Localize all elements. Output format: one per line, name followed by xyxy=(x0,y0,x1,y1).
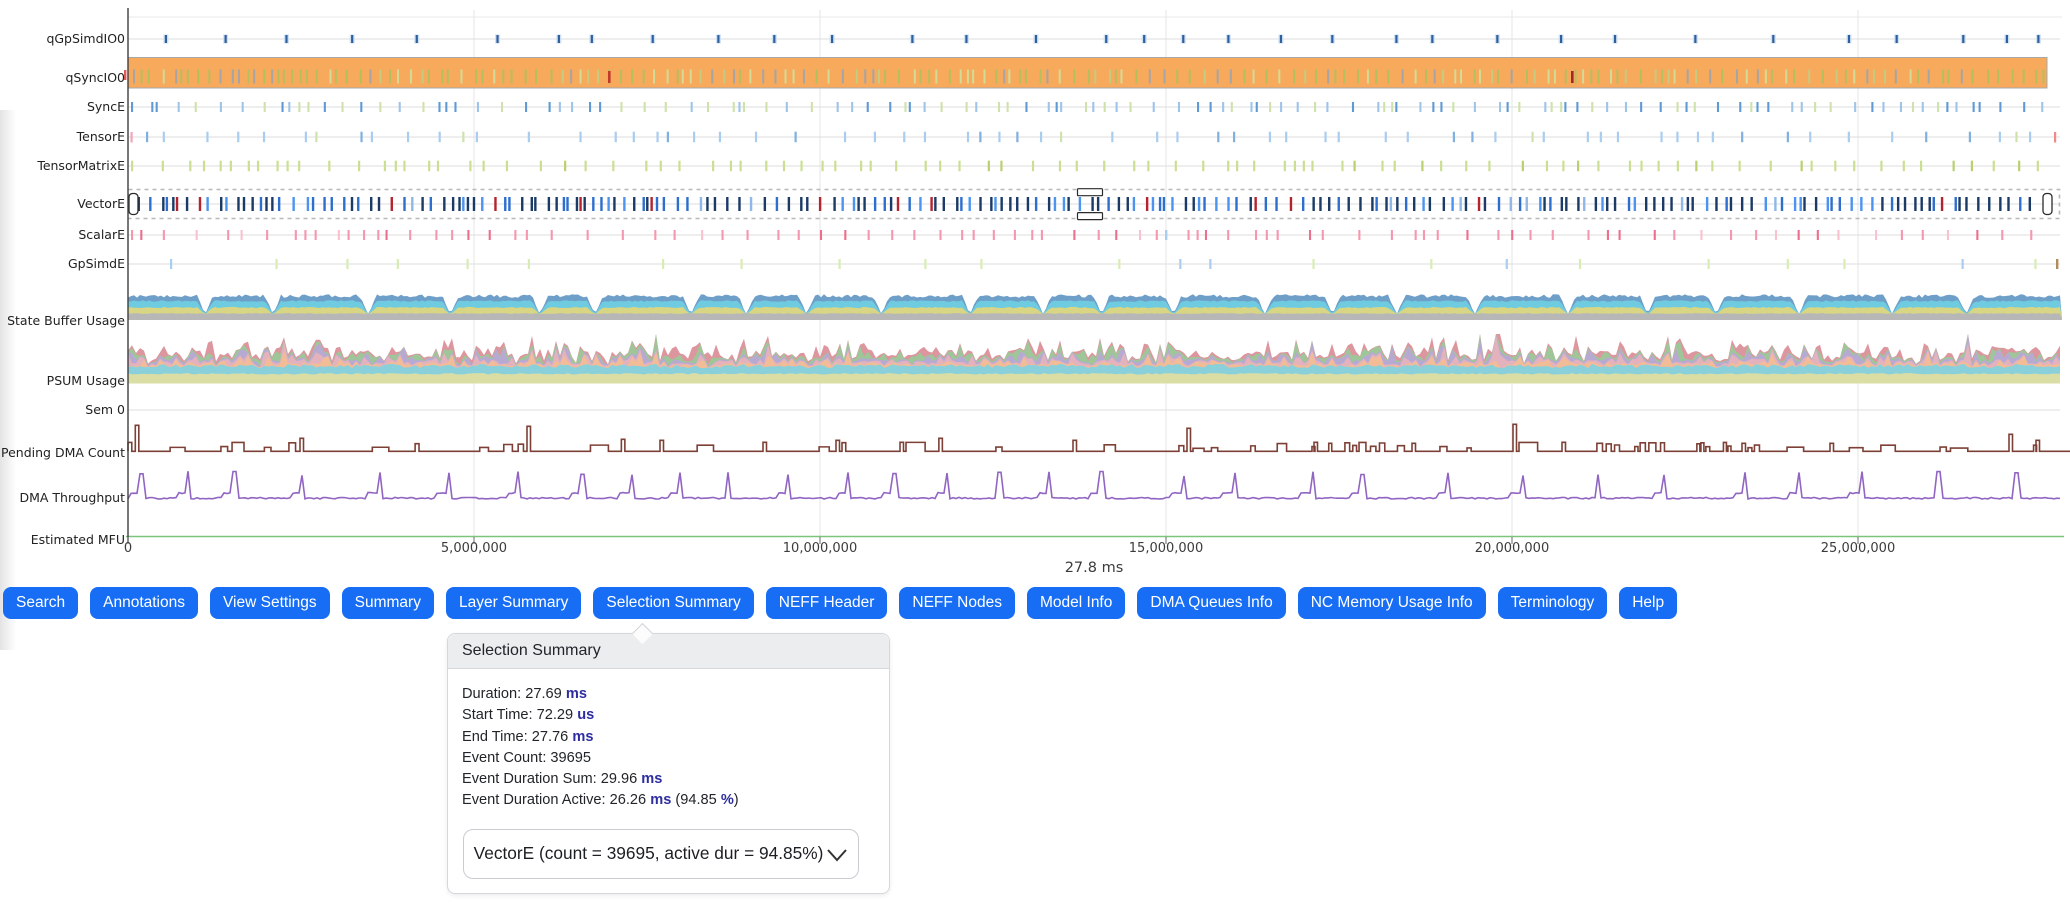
stat-line: Duration: 27.69 ms xyxy=(462,686,587,702)
toolbar-button-dma-queues-info[interactable]: DMA Queues Info xyxy=(1137,587,1286,619)
selection-handles[interactable] xyxy=(128,188,2053,221)
toolbar-button-summary[interactable]: Summary xyxy=(341,587,434,619)
x-axis-tick-label: 25,000,000 xyxy=(1820,541,1896,556)
toolbar-button-model-info[interactable]: Model Info xyxy=(1026,587,1126,619)
timeline-plot[interactable] xyxy=(0,0,2070,585)
row-synce-ticks[interactable] xyxy=(131,102,2044,112)
row-gpsimde-ticks[interactable] xyxy=(170,259,2059,269)
x-axis-tick-label: 15,000,000 xyxy=(1128,541,1204,556)
timeline-chart[interactable]: qGpSimdIO0 qSyncIO0 SyncE TensorE TensorMatr… xyxy=(0,0,2070,585)
row-label-scalare: ScalarE xyxy=(78,227,125,242)
row-qgpsimdio0-ticks[interactable] xyxy=(163,34,2041,44)
row-tensore-ticks[interactable] xyxy=(130,131,2057,143)
x-axis-tick-label: 0 xyxy=(123,541,133,556)
toolbar-button-terminology[interactable]: Terminology xyxy=(1497,587,1608,619)
x-axis-tick-label: 10,000,000 xyxy=(782,541,858,556)
x-axis-tick-label: 20,000,000 xyxy=(1474,541,1550,556)
row-pending-dma-count-line[interactable] xyxy=(127,423,2070,453)
chevron-down-icon xyxy=(827,849,848,862)
toolbar-button-view-settings[interactable]: View Settings xyxy=(210,587,330,619)
row-label-vectore: VectorE xyxy=(77,196,125,211)
row-dma-throughput-line[interactable] xyxy=(127,470,2061,501)
toolbar-button-search[interactable]: Search xyxy=(3,587,79,619)
row-label-state-buffer-usage: State Buffer Usage xyxy=(7,313,125,328)
toolbar-button-neff-header[interactable]: NEFF Header xyxy=(765,587,888,619)
row-label-gpsimde: GpSimdE xyxy=(67,256,125,271)
selection-stats: Duration: 27.69 ms Start Time: 72.29 us En… xyxy=(462,684,875,812)
row-scalare-ticks[interactable] xyxy=(131,230,2033,240)
row-label-estimated-mfu: Estimated MFU xyxy=(30,532,125,547)
toolbar-button-selection-summary[interactable]: Selection Summary xyxy=(593,587,754,619)
row-label-pending-dma-count: Pending DMA Count xyxy=(1,445,125,460)
visible-duration-label: 27.8 ms xyxy=(1064,560,1124,576)
panel-body: Duration: 27.69 ms Start Time: 72.29 us En… xyxy=(448,669,889,893)
stat-line: Event Duration Sum: 29.96 ms xyxy=(462,771,663,788)
row-tensormatrixe-ticks[interactable] xyxy=(131,160,2039,172)
stat-line: Event Count: 39695 xyxy=(462,749,592,766)
stat-line: Event Duration Active: 26.26 ms (94.85 %… xyxy=(462,792,739,809)
stat-line: End Time: 27.76 ms xyxy=(462,728,594,745)
toolbar: Search Annotations View Settings Summary Lay… xyxy=(3,587,1678,619)
toolbar-button-nc-memory-usage-info[interactable]: NC Memory Usage Info xyxy=(1297,587,1486,619)
row-label-tensormatrixe: TensorMatrixE xyxy=(37,158,125,173)
row-psum-usage-area[interactable] xyxy=(128,334,2060,384)
toolbar-button-help[interactable]: Help xyxy=(1619,587,1678,619)
panel-title: Selection Summary xyxy=(448,634,889,669)
row-label-psum-usage: PSUM Usage xyxy=(46,373,125,388)
row-label-tensore: TensorE xyxy=(76,129,125,144)
row-label-synce: SyncE xyxy=(86,99,125,114)
toolbar-button-annotations[interactable]: Annotations xyxy=(90,587,198,619)
engine-dropdown[interactable]: VectorE (count = 39695, active dur = 94.… xyxy=(463,828,859,879)
row-label-qsyncio0: qSyncIO0 xyxy=(65,70,125,85)
toolbar-button-layer-summary[interactable]: Layer Summary xyxy=(445,587,582,619)
row-label-sem-0: Sem 0 xyxy=(85,402,125,417)
row-label-dma-throughput: DMA Throughput xyxy=(19,490,125,505)
row-label-qgpsimdio0: qGpSimdIO0 xyxy=(46,31,125,46)
selection-summary-panel: Selection Summary Duration: 27.69 ms Star… xyxy=(447,622,890,894)
engine-dropdown-label: VectorE (count = 39695, active dur = 94.… xyxy=(473,843,824,864)
toolbar-button-neff-nodes[interactable]: NEFF Nodes xyxy=(899,587,1015,619)
x-axis-tick-label: 5,000,000 xyxy=(440,541,508,556)
axis xyxy=(127,8,1859,544)
stat-line: Start Time: 72.29 us xyxy=(462,707,595,724)
gridlines xyxy=(128,10,2062,537)
row-state-buffer-usage-area[interactable] xyxy=(128,294,2062,320)
row-qsyncio0-bar[interactable] xyxy=(124,57,2048,89)
